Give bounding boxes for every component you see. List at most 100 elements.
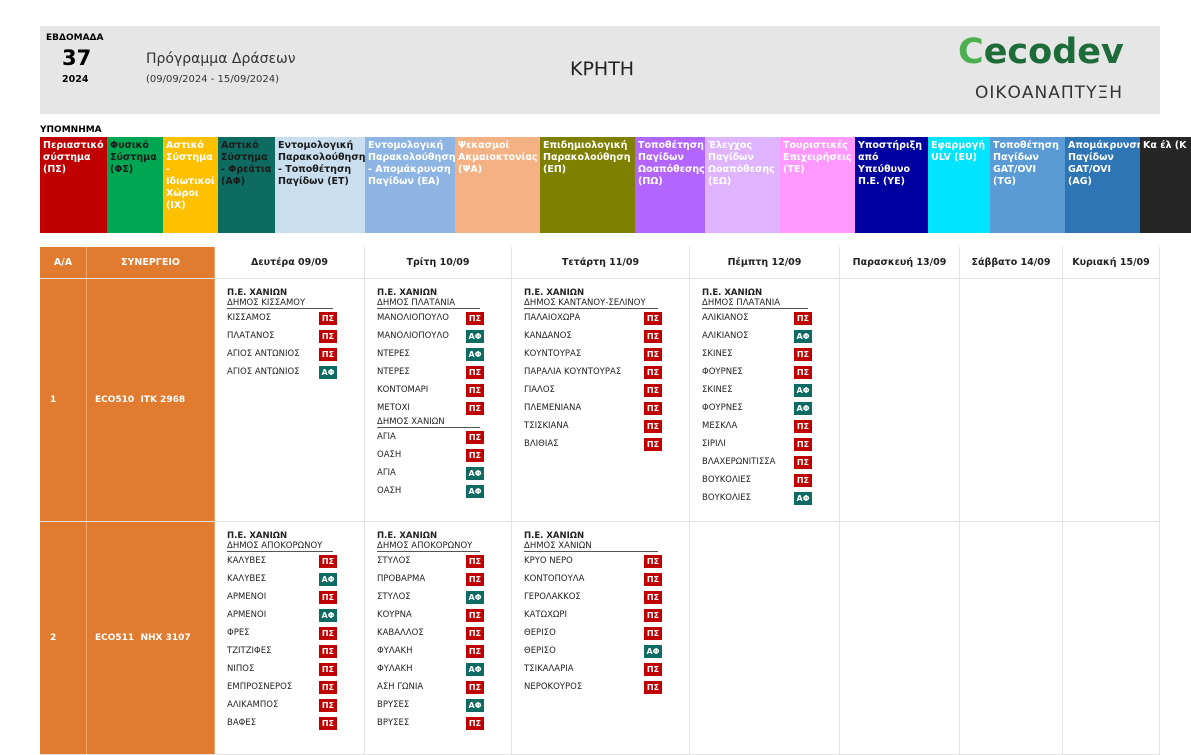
code-badge: ΠΣ xyxy=(319,716,337,730)
code-badge: ΑΦ xyxy=(794,329,812,343)
code-badge: ΑΦ xyxy=(319,608,337,622)
column-header: Τρίτη 10/09 xyxy=(365,247,512,278)
place: ΚΑΒΑΛΛΟΣ xyxy=(377,628,424,638)
code-badge: ΠΣ xyxy=(644,437,662,451)
place-row: ΚΑΝΔΑΝΟΣ ΠΣ xyxy=(524,327,662,345)
code-badge: ΠΣ xyxy=(644,626,662,640)
legend-item: Τοποθέτηση Παγίδων GAT/OVI (TG) xyxy=(990,137,1065,233)
place: ΤΣΙΚΑΛΑΡΙΑ xyxy=(524,664,574,674)
day-cell: Π.Ε. ΧΑΝΙΩΝ ΔΗΜΟΣ ΠΛΑΤΑΝΙΑ ΑΛΙΚΙΑΝΟΣ ΠΣ ΑΛΙΚ… xyxy=(690,279,840,521)
code-badge: ΑΦ xyxy=(466,590,484,604)
code-badge: ΠΣ xyxy=(644,662,662,676)
place-row: ΦΟΥΡΝΕΣ ΠΣ xyxy=(702,363,812,381)
crew: ECO511 NHX 3107 xyxy=(87,522,215,754)
place-row: ΘΕΡΙΣΟ ΑΦ xyxy=(524,642,662,660)
code-badge: ΠΣ xyxy=(644,383,662,397)
code-badge: ΠΣ xyxy=(644,554,662,568)
place: ΝΤΕΡΕΣ xyxy=(377,349,410,359)
place-row: ΚΟΥΡΝΑ ΠΣ xyxy=(377,606,484,624)
day-cell: Π.Ε. ΧΑΝΙΩΝ ΔΗΜΟΣ ΑΠΟΚΟΡΩΝΟΥ ΣΤΥΛΟΣ ΠΣ ΠΡΟΒΑ… xyxy=(365,522,512,754)
pe: Π.Ε. ΧΑΝΙΩΝ xyxy=(524,531,585,541)
day-cell xyxy=(690,522,840,754)
place-row: ΑΛΙΚΙΑΝΟΣ ΑΦ xyxy=(702,327,812,345)
table-row: 1 ECO510 ITK 2968 Π.Ε. ΧΑΝΙΩΝ ΔΗΜΟΣ ΚΙΣΣΑΜΟ… xyxy=(40,279,1160,522)
column-header: Σάββατο 14/09 xyxy=(960,247,1063,278)
dimos: ΔΗΜΟΣ ΚΙΣΣΑΜΟΥ xyxy=(227,298,333,309)
place: ΚΡΥΟ ΝΕΡΟ xyxy=(524,556,573,566)
place: ΑΛΙΚΑΜΠΟΣ xyxy=(227,700,279,710)
column-header: Κυριακή 15/09 xyxy=(1063,247,1160,278)
place-row: ΑΓΙΟΣ ΑΝΤΩΝΙΟΣ ΑΦ xyxy=(227,363,337,381)
place-row: ΑΓΙΟΣ ΑΝΤΩΝΙΟΣ ΠΣ xyxy=(227,345,337,363)
place-row: ΟΑΣΗ ΠΣ xyxy=(377,446,484,464)
dimos: ΔΗΜΟΣ ΧΑΝΙΩΝ xyxy=(524,541,658,552)
place: ΕΜΠΡΟΣΝΕΡΟΣ xyxy=(227,682,293,692)
day-cell xyxy=(960,522,1063,754)
day-cell: Π.Ε. ΧΑΝΙΩΝ ΔΗΜΟΣ ΚΙΣΣΑΜΟΥ ΚΙΣΣΑΜΟΣ ΠΣ ΠΛΑΤΑ… xyxy=(215,279,365,521)
place: ΑΓΙΟΣ ΑΝΤΩΝΙΟΣ xyxy=(227,349,300,359)
place: ΚΑΛΥΒΕΣ xyxy=(227,574,266,584)
place: ΚΙΣΣΑΜΟΣ xyxy=(227,313,272,323)
place: ΚΑΤΩΧΩΡΙ xyxy=(524,610,568,620)
code-badge: ΑΦ xyxy=(466,662,484,676)
column-header: Τετάρτη 11/09 xyxy=(512,247,690,278)
place-row: ΑΓΙΑ ΠΣ xyxy=(377,428,484,446)
legend-item: Αστικό Σύστημα - Ιδιωτικοί Χώροι (ΙΧ) xyxy=(163,137,218,233)
place: ΚΟΥΝΤΟΥΡΑΣ xyxy=(524,349,582,359)
code-badge: ΑΦ xyxy=(466,484,484,498)
column-header: Πέμπτη 12/09 xyxy=(690,247,840,278)
code-badge: ΑΦ xyxy=(466,329,484,343)
dimos: ΔΗΜΟΣ ΑΠΟΚΟΡΩΝΟΥ xyxy=(227,541,333,552)
place-row: ΝΤΕΡΕΣ ΑΦ xyxy=(377,345,484,363)
pe: Π.Ε. ΧΑΝΙΩΝ xyxy=(702,288,763,298)
place-row: ΜΕΤΟΧΙ ΠΣ xyxy=(377,399,484,417)
place: ΑΡΜΕΝΟΙ xyxy=(227,610,267,620)
code-badge: ΠΣ xyxy=(644,311,662,325)
code-badge: ΠΣ xyxy=(794,419,812,433)
code-badge: ΠΣ xyxy=(319,644,337,658)
place: ΤΖΙΤΖΙΦΕΣ xyxy=(227,646,272,656)
code-badge: ΠΣ xyxy=(319,329,337,343)
logo: Cecodev xyxy=(958,32,1124,72)
dimos: ΔΗΜΟΣ ΠΛΑΤΑΝΙΑ xyxy=(377,298,480,309)
code-badge: ΠΣ xyxy=(466,716,484,730)
place-row: ΦΡΕΣ ΠΣ xyxy=(227,624,337,642)
code-badge: ΠΣ xyxy=(644,365,662,379)
pe: Π.Ε. ΧΑΝΙΩΝ xyxy=(377,288,438,298)
place: ΑΓΙΑ xyxy=(377,432,396,442)
place-row: ΠΑΛΑΙΟΧΩΡΑ ΠΣ xyxy=(524,309,662,327)
column-header: Α/Α xyxy=(40,247,87,278)
place: ΟΑΣΗ xyxy=(377,486,402,496)
cell-content: Π.Ε. ΧΑΝΙΩΝ ΔΗΜΟΣ ΑΠΟΚΟΡΩΝΟΥ ΣΤΥΛΟΣ ΠΣ ΠΡΟΒΑ… xyxy=(377,531,484,732)
place: ΣΚΙΝΕΣ xyxy=(702,385,733,395)
code-badge: ΠΣ xyxy=(466,644,484,658)
legend-item: Εφαρμογή ULV (EU) xyxy=(928,137,990,233)
place: ΤΣΙΣΚΙΑΝΑ xyxy=(524,421,569,431)
cell-content: Π.Ε. ΧΑΝΙΩΝ ΔΗΜΟΣ ΚΙΣΣΑΜΟΥ ΚΙΣΣΑΜΟΣ ΠΣ ΠΛΑΤΑ… xyxy=(227,288,337,381)
year: 2024 xyxy=(62,74,89,85)
code-badge: ΑΦ xyxy=(319,572,337,586)
code-badge: ΑΦ xyxy=(644,644,662,658)
place-row: ΤΣΙΚΑΛΑΡΙΑ ΠΣ xyxy=(524,660,662,678)
place-row: ΣΤΥΛΟΣ ΑΦ xyxy=(377,588,484,606)
place: ΒΛΙΘΙΑΣ xyxy=(524,439,559,449)
place-row: ΓΙΑΛΟΣ ΠΣ xyxy=(524,381,662,399)
place-row: ΠΛΑΤΑΝΟΣ ΠΣ xyxy=(227,327,337,345)
pe: Π.Ε. ΧΑΝΙΩΝ xyxy=(227,531,288,541)
place: ΚΟΥΡΝΑ xyxy=(377,610,412,620)
legend-item: Επιδημιολογική Παρακολούθηση (ΕΠ) xyxy=(540,137,635,233)
place-row: ΑΡΜΕΝΟΙ ΑΦ xyxy=(227,606,337,624)
pe: Π.Ε. ΧΑΝΙΩΝ xyxy=(227,288,288,298)
column-header: ΣΥΝΕΡΓΕΙΟ xyxy=(87,247,215,278)
place: ΣΤΥΛΟΣ xyxy=(377,556,411,566)
column-header: Δευτέρα 09/09 xyxy=(215,247,365,278)
place-row: ΓΕΡΟΛΑΚΚΟΣ ΠΣ xyxy=(524,588,662,606)
place-row: ΚΟΝΤΟΠΟΥΛΑ ΠΣ xyxy=(524,570,662,588)
code-badge: ΠΣ xyxy=(466,680,484,694)
code-badge: ΠΣ xyxy=(319,347,337,361)
table-row: 2 ECO511 NHX 3107 Π.Ε. ΧΑΝΙΩΝ ΔΗΜΟΣ ΑΠΟΚΟΡΩ… xyxy=(40,522,1160,755)
cell-content: Π.Ε. ΧΑΝΙΩΝ ΔΗΜΟΣ ΚΑΝΤΑΝΟΥ-ΣΕΛΙΝΟΥ ΠΑΛΑΙΟΧ… xyxy=(524,288,662,453)
code-badge: ΑΦ xyxy=(319,365,337,379)
place-row: ΝΙΠΟΣ ΠΣ xyxy=(227,660,337,678)
code-badge: ΠΣ xyxy=(319,311,337,325)
